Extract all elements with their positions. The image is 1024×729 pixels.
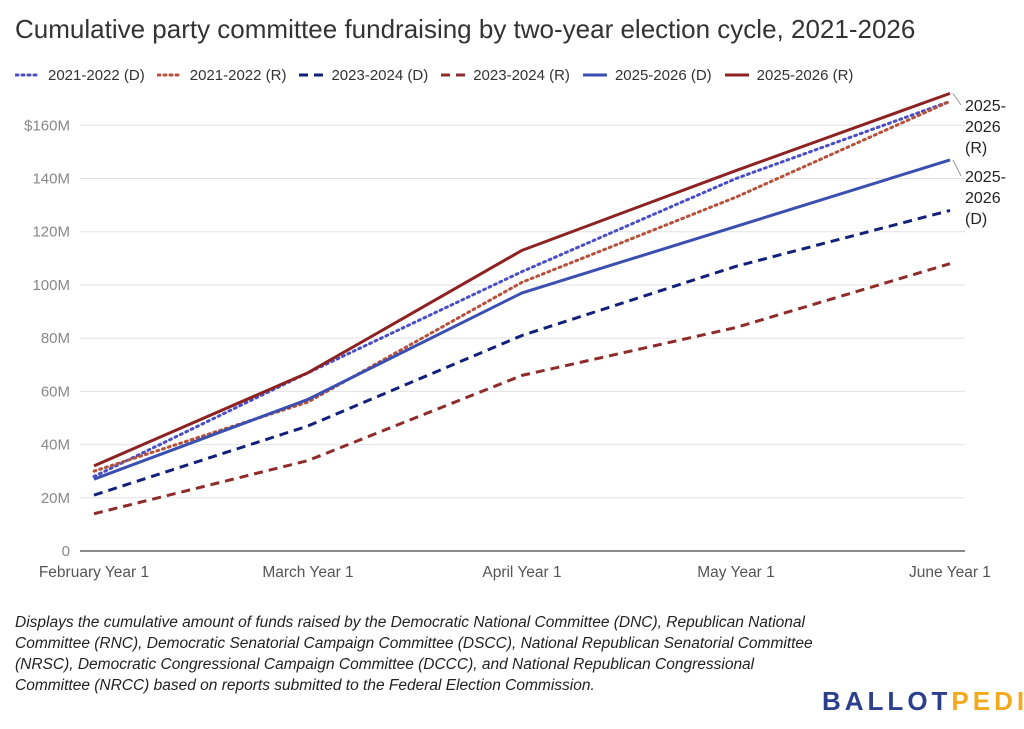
series-end-label: 2025- xyxy=(965,169,1006,186)
legend-item: 2021-2022 (D) xyxy=(15,67,145,84)
legend-item: 2023-2024 (R) xyxy=(440,67,570,84)
x-tick-label: April Year 1 xyxy=(482,564,561,581)
x-tick-label: February Year 1 xyxy=(39,564,149,581)
y-tick-label: $160M xyxy=(24,117,70,134)
series-end-label: (D) xyxy=(965,211,987,228)
chart-caption: Displays the cumulative amount of funds … xyxy=(15,614,813,694)
y-tick-label: 100M xyxy=(32,277,70,294)
y-tick-label: 60M xyxy=(41,383,70,400)
logo-part-ballot: BALLOT xyxy=(822,686,952,716)
series-end-label: 2025- xyxy=(965,98,1006,115)
y-tick-label: 0 xyxy=(62,543,70,560)
legend-swatch xyxy=(724,73,749,77)
legend-item: 2021-2022 (R) xyxy=(156,66,287,84)
y-tick-label: 80M xyxy=(41,330,70,347)
end-label-leader xyxy=(952,159,962,177)
legend-label: 2023-2024 (R) xyxy=(473,66,570,84)
y-tick-label: 140M xyxy=(32,171,70,188)
series-line xyxy=(92,99,952,479)
chart-title: Cumulative party committee fundraising b… xyxy=(15,14,916,44)
y-tick-label: 120M xyxy=(32,224,70,241)
legend-swatch xyxy=(299,73,324,77)
legend-label: 2025-2026 (R) xyxy=(756,66,854,84)
line-chart: 0 20M 40M 60M 80M 100M 120M 140M $160M February Y… xyxy=(24,91,1006,581)
legend-label: 2021-2022 (R) xyxy=(189,66,287,84)
legend-label: 2021-2022 (D) xyxy=(48,66,145,84)
end-label-leader xyxy=(952,93,962,106)
legend-swatch xyxy=(156,73,183,77)
chart-legend: 2021-2022 (D) 2021-2022 (R) 2023-2024 (D) 2… xyxy=(15,64,865,86)
x-tick-label: June Year 1 xyxy=(909,564,991,581)
ballotpedia-logo: BALLOTPEDIA xyxy=(822,686,1024,717)
legend-label: 2025-2026 (D) xyxy=(614,66,712,84)
x-tick-label: March Year 1 xyxy=(262,564,353,581)
series-line xyxy=(92,99,952,473)
legend-label: 2023-2024 (D) xyxy=(331,66,429,84)
x-tick-label: May Year 1 xyxy=(697,564,775,581)
y-tick-label: 40M xyxy=(41,437,70,454)
series-end-label: 2026 xyxy=(965,119,1001,136)
legend-swatch xyxy=(582,73,607,77)
legend-item: 2023-2024 (D) xyxy=(298,67,428,84)
logo-part-pedia: PEDIA xyxy=(951,686,1024,716)
legend-item: 2025-2026 (D) xyxy=(582,67,712,84)
series-line xyxy=(93,91,951,468)
series-line xyxy=(93,262,951,516)
series-line xyxy=(93,158,951,481)
y-tick-label: 20M xyxy=(41,490,70,507)
series-end-label: (R) xyxy=(965,140,987,157)
legend-swatch xyxy=(441,73,466,77)
series-end-label: 2026 xyxy=(965,190,1001,207)
legend-item: 2025-2026 (R) xyxy=(724,66,854,84)
legend-swatch xyxy=(15,73,41,77)
series-line xyxy=(93,208,951,497)
